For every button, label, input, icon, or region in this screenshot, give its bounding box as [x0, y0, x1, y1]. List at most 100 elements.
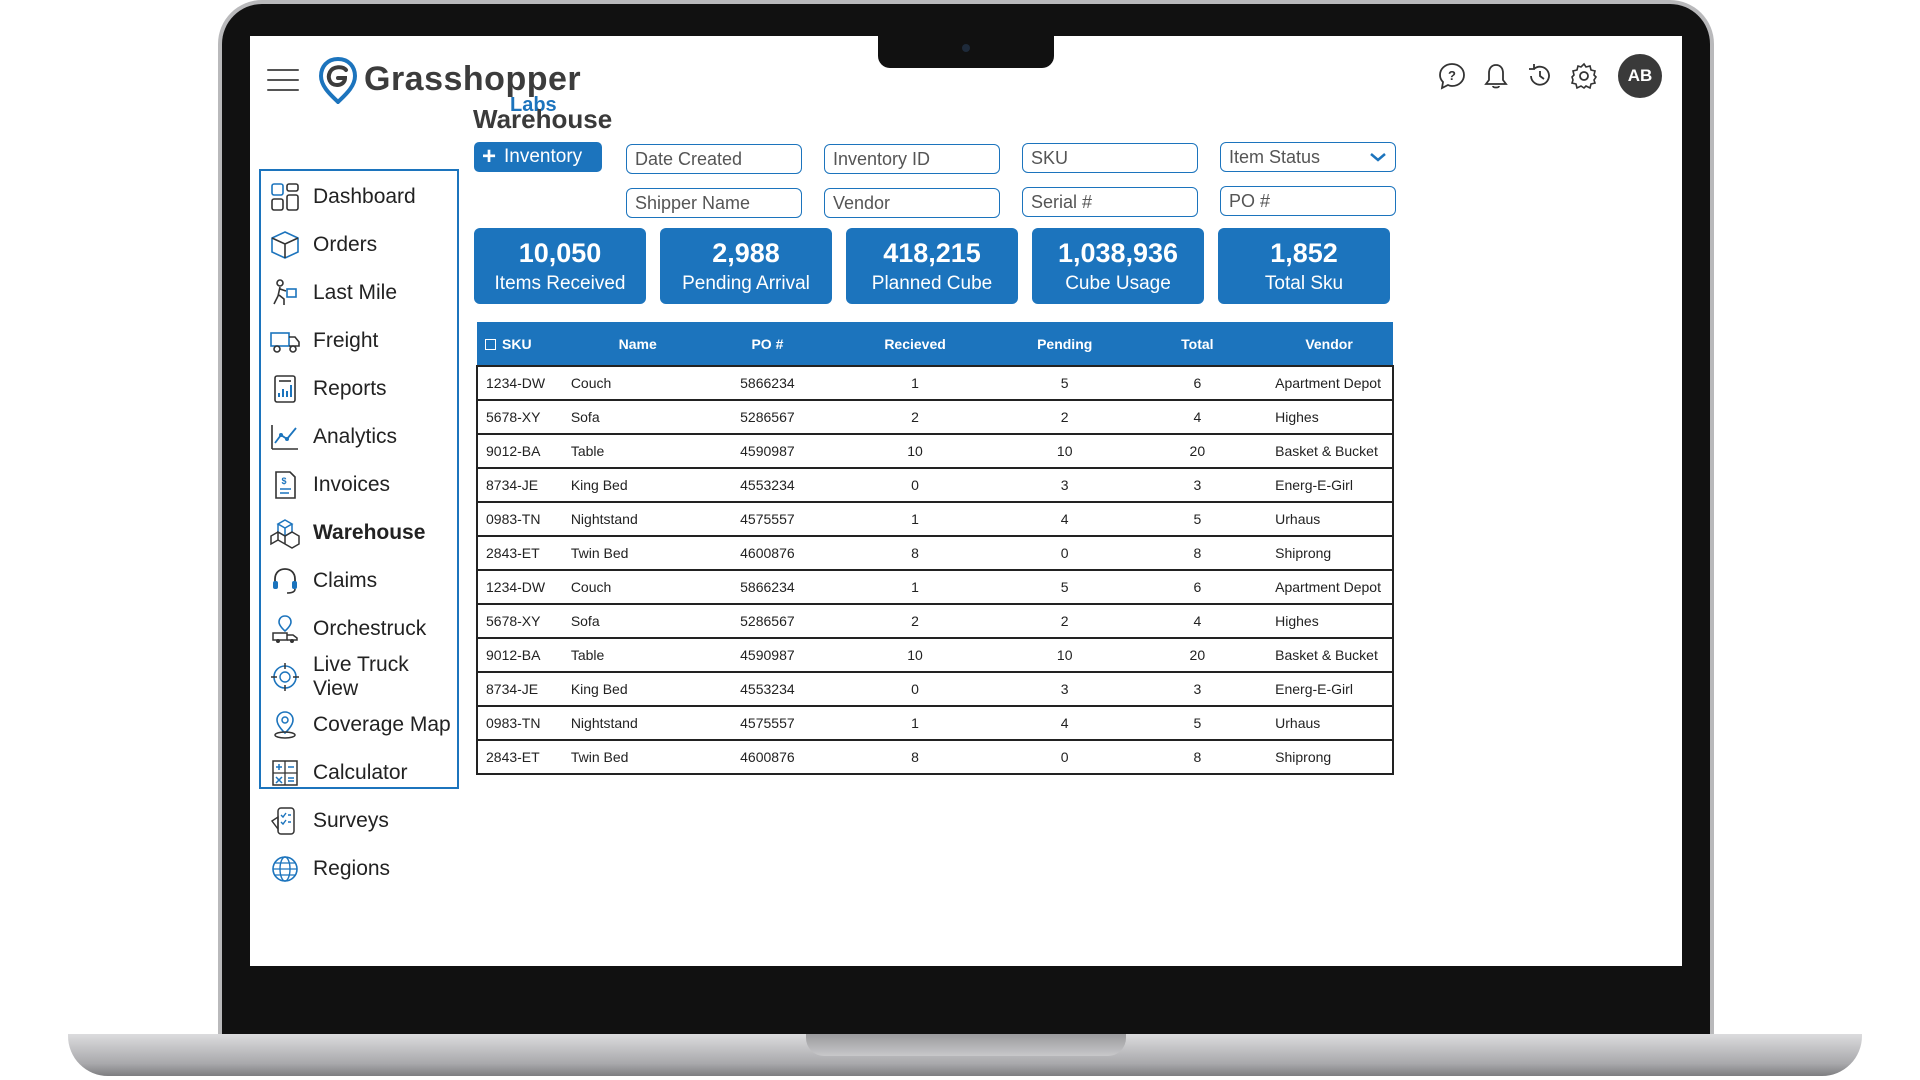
svg-text:?: ?: [1448, 68, 1456, 83]
sidebar-item-regions[interactable]: Regions: [261, 849, 457, 889]
item-status-value: Item Status: [1229, 147, 1320, 168]
sidebar-item-warehouse[interactable]: Warehouse: [261, 513, 457, 553]
cell-po: 4553234: [705, 468, 831, 502]
camera-icon: [962, 44, 970, 52]
cell-total: 5: [1130, 502, 1266, 536]
cell-received: 1: [830, 570, 1000, 604]
settings-gear-icon[interactable]: [1568, 60, 1600, 92]
sidebar-item-analytics[interactable]: Analytics: [261, 417, 457, 457]
stat-card-total-sku[interactable]: 1,852 Total Sku: [1218, 228, 1390, 304]
cell-total: 3: [1130, 468, 1266, 502]
hamburger-menu-icon[interactable]: [267, 69, 299, 91]
report-icon: [269, 373, 301, 405]
po-filter[interactable]: [1220, 186, 1396, 216]
delivery-person-icon: [269, 277, 301, 309]
sidebar-item-orders[interactable]: Orders: [261, 225, 457, 265]
sku-filter[interactable]: [1022, 143, 1198, 173]
sidebar-item-label: Live Truck View: [313, 653, 457, 701]
grasshopper-logo-icon: [318, 56, 358, 104]
select-all-checkbox[interactable]: [485, 339, 496, 350]
table-row[interactable]: 8734-JE King Bed 4553234 0 3 3 Energ-E-Girl: [477, 672, 1393, 706]
table-row[interactable]: 2843-ET Twin Bed 4600876 8 0 8 Shiprong: [477, 740, 1393, 774]
table-row[interactable]: 5678-XY Sofa 5286567 2 2 4 Highes: [477, 604, 1393, 638]
calculator-icon: [269, 757, 301, 789]
table-row[interactable]: 1234-DW Couch 5866234 1 5 6 Apartment Depot: [477, 570, 1393, 604]
sidebar-item-reports[interactable]: Reports: [261, 369, 457, 409]
screen-notch: [878, 36, 1054, 68]
table-row[interactable]: 0983-TN Nightstand 4575557 1 4 5 Urhaus: [477, 706, 1393, 740]
cell-vendor: Urhaus: [1265, 706, 1393, 740]
item-status-select[interactable]: Item Status: [1220, 142, 1396, 172]
sidebar-item-calculator[interactable]: Calculator: [261, 753, 457, 793]
map-pin-icon: [269, 709, 301, 741]
sidebar-item-dashboard[interactable]: Dashboard: [261, 177, 457, 217]
column-header-pending[interactable]: Pending: [1000, 322, 1130, 366]
notification-bell-icon[interactable]: [1480, 60, 1512, 92]
truck-icon: [269, 325, 301, 357]
help-icon[interactable]: ?: [1436, 60, 1468, 92]
column-header-received[interactable]: Recieved: [830, 322, 1000, 366]
survey-icon: [269, 805, 301, 837]
history-icon[interactable]: [1524, 60, 1556, 92]
sidebar-item-claims[interactable]: Claims: [261, 561, 457, 601]
cell-po: 4590987: [705, 638, 831, 672]
warehouse-boxes-icon: [269, 517, 301, 549]
table-row[interactable]: 1234-DW Couch 5866234 1 5 6 Apartment Depot: [477, 366, 1393, 400]
sidebar-item-label: Freight: [313, 329, 378, 353]
sidebar-item-orchestruck[interactable]: Orchestruck: [261, 609, 457, 649]
cell-received: 1: [830, 706, 1000, 740]
stat-card-items-received[interactable]: 10,050 Items Received: [474, 228, 646, 304]
cell-pending: 4: [1000, 706, 1130, 740]
cell-sku: 5678-XY: [477, 604, 571, 638]
date-created-filter[interactable]: [626, 144, 802, 174]
sidebar-item-label: Regions: [313, 857, 390, 881]
add-inventory-button[interactable]: + Inventory: [474, 142, 602, 172]
table-row[interactable]: 9012-BA Table 4590987 10 10 20 Basket & Bucket: [477, 638, 1393, 672]
cell-vendor: Basket & Bucket: [1265, 638, 1393, 672]
cell-po: 4590987: [705, 434, 831, 468]
sidebar-item-label: Invoices: [313, 473, 390, 497]
cell-sku: 8734-JE: [477, 672, 571, 706]
sidebar-item-last-mile[interactable]: Last Mile: [261, 273, 457, 313]
stat-card-cube-usage[interactable]: 1,038,936 Cube Usage: [1032, 228, 1204, 304]
vendor-filter[interactable]: [824, 188, 1000, 218]
column-header-sku[interactable]: SKU: [477, 322, 571, 366]
sidebar-nav: Dashboard Orders Last Mile Freight Repor…: [259, 169, 459, 789]
cell-vendor: Apartment Depot: [1265, 570, 1393, 604]
cell-vendor: Highes: [1265, 400, 1393, 434]
serial-filter[interactable]: [1022, 187, 1198, 217]
table-row[interactable]: 9012-BA Table 4590987 10 10 20 Basket & Bucket: [477, 434, 1393, 468]
cell-received: 2: [830, 400, 1000, 434]
cell-name: King Bed: [571, 672, 705, 706]
target-icon: [269, 661, 301, 693]
table-row[interactable]: 8734-JE King Bed 4553234 0 3 3 Energ-E-Girl: [477, 468, 1393, 502]
shipper-name-filter[interactable]: [626, 188, 802, 218]
column-header-po[interactable]: PO #: [705, 322, 831, 366]
cell-sku: 8734-JE: [477, 468, 571, 502]
sidebar-item-coverage-map[interactable]: Coverage Map: [261, 705, 457, 745]
table-row[interactable]: 0983-TN Nightstand 4575557 1 4 5 Urhaus: [477, 502, 1393, 536]
cell-sku: 1234-DW: [477, 366, 571, 400]
column-header-name[interactable]: Name: [571, 322, 705, 366]
cell-vendor: Highes: [1265, 604, 1393, 638]
column-header-total[interactable]: Total: [1130, 322, 1266, 366]
cell-vendor: Shiprong: [1265, 740, 1393, 774]
stat-card-pending-arrival[interactable]: 2,988 Pending Arrival: [660, 228, 832, 304]
sidebar-item-invoices[interactable]: $ Invoices: [261, 465, 457, 505]
header-actions: ? AB: [1436, 54, 1662, 98]
cell-vendor: Basket & Bucket: [1265, 434, 1393, 468]
cell-sku: 9012-BA: [477, 638, 571, 672]
user-avatar[interactable]: AB: [1618, 54, 1662, 98]
table-row[interactable]: 5678-XY Sofa 5286567 2 2 4 Highes: [477, 400, 1393, 434]
inventory-id-filter[interactable]: [824, 144, 1000, 174]
cell-total: 4: [1130, 400, 1266, 434]
sidebar-item-surveys[interactable]: Surveys: [261, 801, 457, 841]
table-row[interactable]: 2843-ET Twin Bed 4600876 8 0 8 Shiprong: [477, 536, 1393, 570]
column-header-vendor[interactable]: Vendor: [1265, 322, 1393, 366]
sidebar-item-live-truck-view[interactable]: Live Truck View: [261, 657, 457, 697]
cell-vendor: Urhaus: [1265, 502, 1393, 536]
sidebar-item-freight[interactable]: Freight: [261, 321, 457, 361]
stat-card-planned-cube[interactable]: 418,215 Planned Cube: [846, 228, 1018, 304]
stat-label: Items Received: [474, 273, 646, 295]
cell-received: 0: [830, 672, 1000, 706]
